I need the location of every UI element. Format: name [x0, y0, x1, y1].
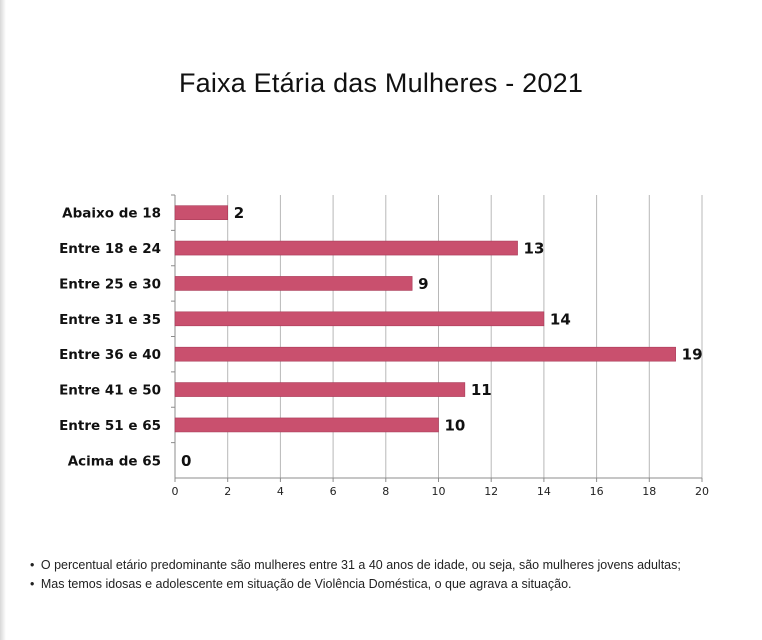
- value-label: 0: [181, 452, 191, 470]
- x-tick-label: 16: [590, 485, 604, 498]
- value-label: 19: [682, 346, 703, 364]
- note-2: • Mas temos idosas e adolescente em situ…: [30, 577, 742, 592]
- bar: [174, 417, 439, 433]
- bar: [174, 205, 229, 220]
- x-tick-label: 12: [484, 485, 498, 498]
- x-tick-label: 10: [432, 485, 446, 498]
- bar: [174, 311, 545, 327]
- category-label: Entre 51 e 65: [59, 418, 161, 434]
- value-label: 14: [550, 310, 571, 328]
- x-tick-label: 14: [537, 485, 551, 498]
- category-label: Entre 18 e 24: [59, 241, 161, 257]
- value-label: 11: [471, 381, 492, 399]
- x-tick-label: 6: [330, 485, 337, 498]
- chart-title: Faixa Etária das Mulheres - 2021: [178, 68, 584, 98]
- x-tick-label: 18: [642, 485, 656, 498]
- bar: [174, 276, 413, 291]
- x-tick-label: 2: [224, 485, 231, 498]
- value-label: 13: [524, 240, 545, 258]
- x-tick-label: 4: [277, 485, 284, 498]
- notes: • O percentual etário predominante são m…: [30, 558, 742, 596]
- value-label: 10: [445, 416, 466, 434]
- bullet-icon: •: [30, 577, 35, 591]
- category-label: Entre 31 e 35: [59, 312, 161, 328]
- bar: [174, 382, 466, 397]
- x-tick-label: 20: [695, 485, 709, 498]
- note-1-text: O percentual etário predominante são mul…: [40, 558, 681, 572]
- category-label: Entre 25 e 30: [59, 276, 161, 292]
- bullet-icon: •: [30, 558, 35, 572]
- value-label: 9: [418, 275, 428, 293]
- x-tick-label: 0: [172, 485, 179, 498]
- note-1: • O percentual etário predominante são m…: [30, 558, 742, 573]
- bar-chart: 0 2 4 6 8 10 12 14 16 18 20 Abaixo de 18 2 Entre 18 e…: [59, 194, 709, 498]
- category-label: Acima de 65: [68, 453, 161, 469]
- category-label: Entre 41 e 50: [59, 383, 161, 399]
- note-2-text: Mas temos idosas e adolescente em situaç…: [40, 577, 572, 591]
- x-tick-label: 8: [382, 485, 389, 498]
- slide-edge: [0, 0, 6, 640]
- bar: [174, 240, 518, 256]
- bar: [174, 346, 676, 362]
- category-label: Entre 36 e 40: [59, 347, 161, 363]
- value-label: 2: [234, 204, 244, 222]
- category-label: Abaixo de 18: [62, 206, 161, 222]
